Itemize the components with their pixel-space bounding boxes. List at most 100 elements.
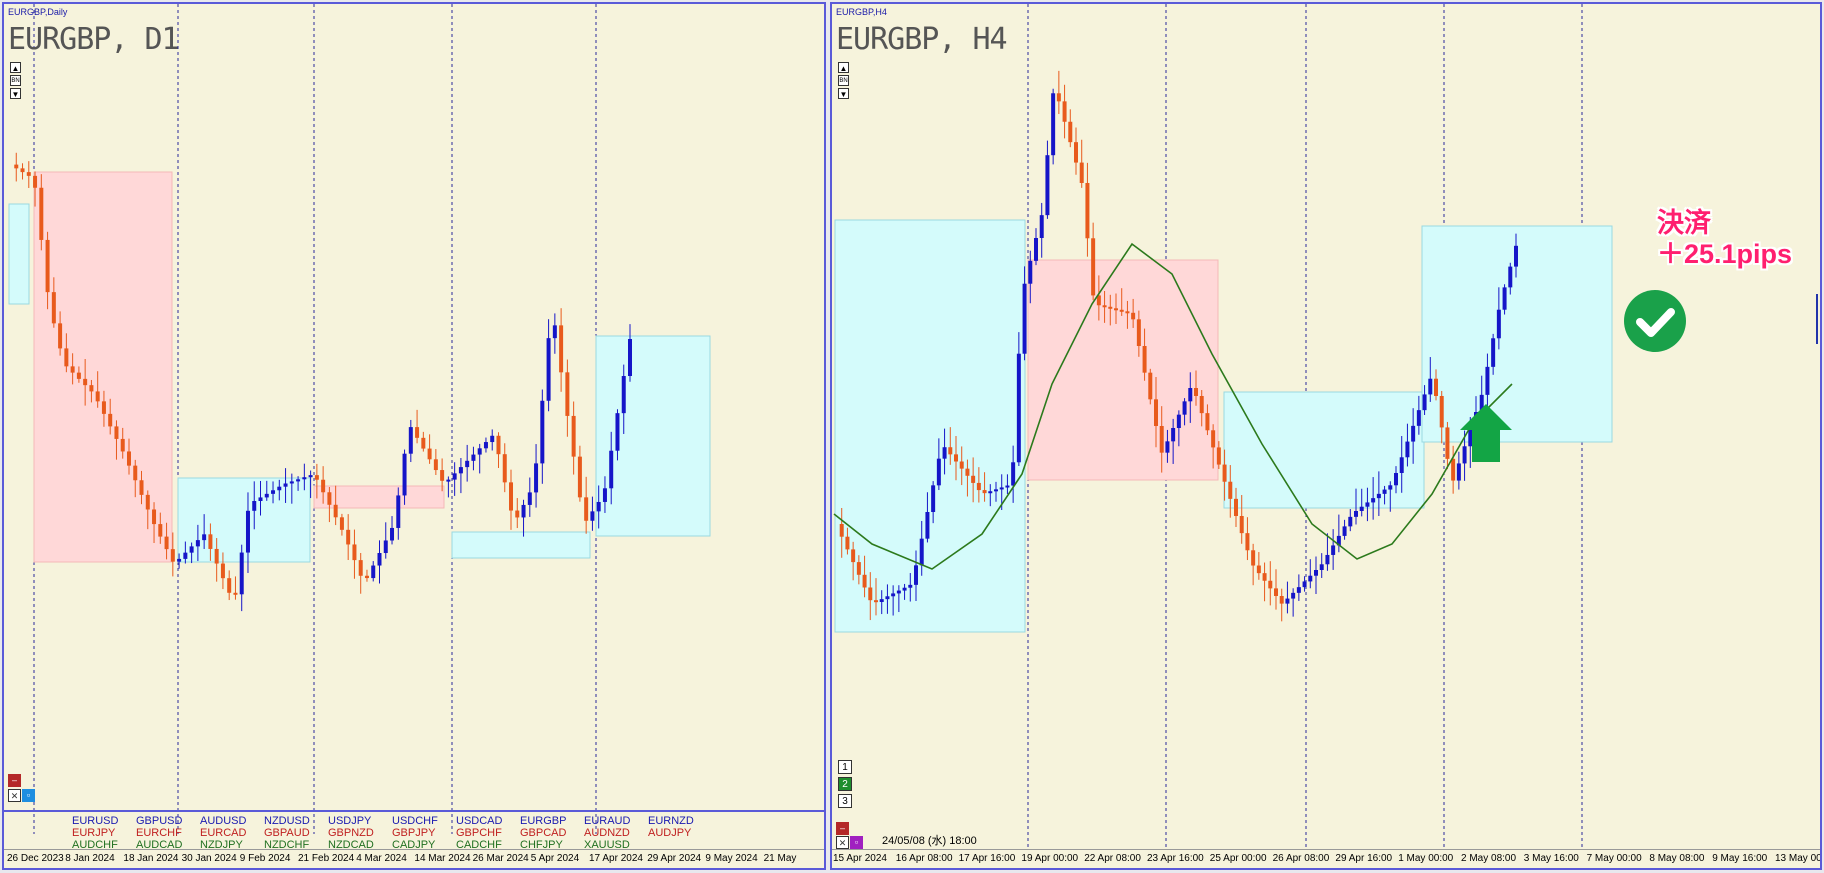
symbol-link[interactable]: EURGBP: [520, 815, 567, 827]
symbol-link[interactable]: GBPAUD: [264, 827, 310, 839]
timeframe-button-1[interactable]: 1: [838, 760, 852, 774]
candle-body: [302, 477, 307, 480]
candle-body: [856, 562, 861, 575]
scrollbar-handle[interactable]: [1816, 294, 1818, 344]
symbol-link[interactable]: AUDCHF: [72, 839, 118, 851]
candle-body: [189, 546, 194, 553]
candle-body: [252, 501, 257, 511]
daily-candle-chart[interactable]: [4, 4, 824, 834]
symbol-link[interactable]: USDCHF: [392, 815, 438, 827]
symbol-link[interactable]: GBPJPY: [392, 827, 436, 839]
candle-body: [1491, 338, 1496, 367]
symbol-link[interactable]: NZDCHF: [264, 839, 310, 851]
time-axis-label: 15 Apr 2024: [833, 853, 887, 864]
symbol-link[interactable]: GBPCAD: [520, 827, 567, 839]
time-axis-label: 9 May 2024: [705, 853, 758, 864]
candle-body: [133, 465, 138, 481]
candle-body: [1462, 446, 1467, 464]
scroll-up-icon[interactable]: ▲: [838, 62, 849, 73]
scale-icon[interactable]: BN: [10, 75, 21, 86]
time-axis-label: 19 Apr 00:00: [1021, 853, 1079, 864]
symbol-link[interactable]: NZDUSD: [264, 815, 310, 827]
symbol-link[interactable]: XAUUSD: [584, 839, 630, 851]
symbol-link[interactable]: AUDUSD: [200, 815, 247, 827]
candle-body: [377, 553, 382, 566]
symbol-link[interactable]: EURNZD: [648, 815, 694, 827]
up-arrow-icon: [1460, 404, 1512, 462]
symbol-link[interactable]: AUDJPY: [648, 827, 692, 839]
symbol-link[interactable]: CADJPY: [392, 839, 436, 851]
symbol-link[interactable]: GBPNZD: [328, 827, 374, 839]
candle-body: [421, 437, 426, 449]
candle-body: [1445, 427, 1450, 459]
symbol-link[interactable]: CHFJPY: [520, 839, 563, 851]
time-axis-label: 29 Apr 16:00: [1335, 853, 1393, 864]
symbol-link[interactable]: USDCAD: [456, 815, 503, 827]
symbol-link[interactable]: AUDCAD: [136, 839, 183, 851]
candle-body: [126, 451, 131, 466]
candle-body: [233, 592, 238, 595]
scroll-down-icon[interactable]: ▼: [838, 88, 849, 99]
symbol-link[interactable]: EURUSD: [72, 815, 119, 827]
candle-body: [1108, 306, 1113, 309]
pips-label: ＋25.1pips: [1657, 239, 1793, 269]
symbol-link[interactable]: CADCHF: [456, 839, 502, 851]
restore-icon[interactable]: ▫: [22, 789, 35, 802]
chart-window-h4[interactable]: EURGBP,H4 EURGBP, H4 ▲ BN ▼ 1 2 3 – ✕ ▫ …: [830, 2, 1822, 870]
candle-body: [896, 590, 901, 594]
symbol-link[interactable]: NZDJPY: [200, 839, 243, 851]
symbol-link[interactable]: AUDNZD: [584, 827, 630, 839]
candle-body: [101, 401, 106, 414]
time-axis-label: 4 Mar 2024: [356, 853, 407, 864]
candle-body: [1176, 414, 1181, 428]
minimize-icon[interactable]: –: [836, 822, 849, 835]
candle-body: [1308, 575, 1313, 582]
restore-icon[interactable]: ▫: [850, 836, 863, 849]
close-icon[interactable]: ✕: [836, 836, 849, 849]
candle-body: [942, 447, 947, 459]
time-axis-label: 21 May: [763, 853, 797, 864]
candle-body: [621, 376, 626, 414]
candle-body: [139, 480, 144, 495]
time-axis-label: 26 Apr 08:00: [1272, 853, 1330, 864]
close-icon[interactable]: ✕: [8, 789, 21, 802]
candle-body: [1079, 162, 1084, 183]
timeframe-button-3[interactable]: 3: [838, 794, 852, 808]
candle-body: [931, 485, 936, 512]
symbol-link[interactable]: GBPUSD: [136, 815, 183, 827]
symbol-link[interactable]: EURAUD: [584, 815, 631, 827]
symbol-link[interactable]: USDJPY: [328, 815, 372, 827]
candle-body: [879, 599, 884, 602]
candle-body: [314, 475, 319, 480]
candle-body: [277, 486, 282, 491]
candle-body: [208, 534, 213, 549]
symbol-link[interactable]: EURCHF: [136, 827, 182, 839]
candle-body: [471, 454, 476, 461]
candle-body: [1194, 388, 1198, 396]
candle-body: [1468, 429, 1473, 447]
time-axis-label: 9 Feb 2024: [239, 853, 291, 864]
symbol-link[interactable]: EURJPY: [72, 827, 116, 839]
candle-body: [1011, 462, 1016, 486]
moving-average-line: [833, 242, 1513, 570]
candle-body: [959, 461, 964, 469]
scale-icon[interactable]: BN: [838, 75, 849, 86]
candle-body: [1411, 425, 1416, 442]
timeframe-button-2[interactable]: 2: [838, 777, 852, 791]
minimize-icon[interactable]: –: [8, 774, 21, 787]
candle-body: [458, 467, 463, 474]
candle-body: [220, 563, 225, 579]
candle-body: [1365, 502, 1370, 507]
symbol-link[interactable]: NZDCAD: [328, 839, 374, 851]
symbol-link[interactable]: GBPCHF: [456, 827, 502, 839]
candle-body: [1062, 101, 1067, 122]
scroll-up-icon[interactable]: ▲: [10, 62, 21, 73]
time-axis-label: 29 Apr 2024: [647, 853, 702, 864]
candle-body: [1028, 260, 1033, 284]
scroll-down-icon[interactable]: ▼: [10, 88, 21, 99]
chart-window-daily[interactable]: EURGBP,Daily EURGBP, D1 ▲ BN ▼ – ✕ ▫ EUR…: [2, 2, 826, 870]
candle-body: [1125, 311, 1130, 314]
candle-body: [333, 504, 338, 518]
h4-candle-chart[interactable]: [832, 4, 1820, 854]
symbol-link[interactable]: EURCAD: [200, 827, 247, 839]
